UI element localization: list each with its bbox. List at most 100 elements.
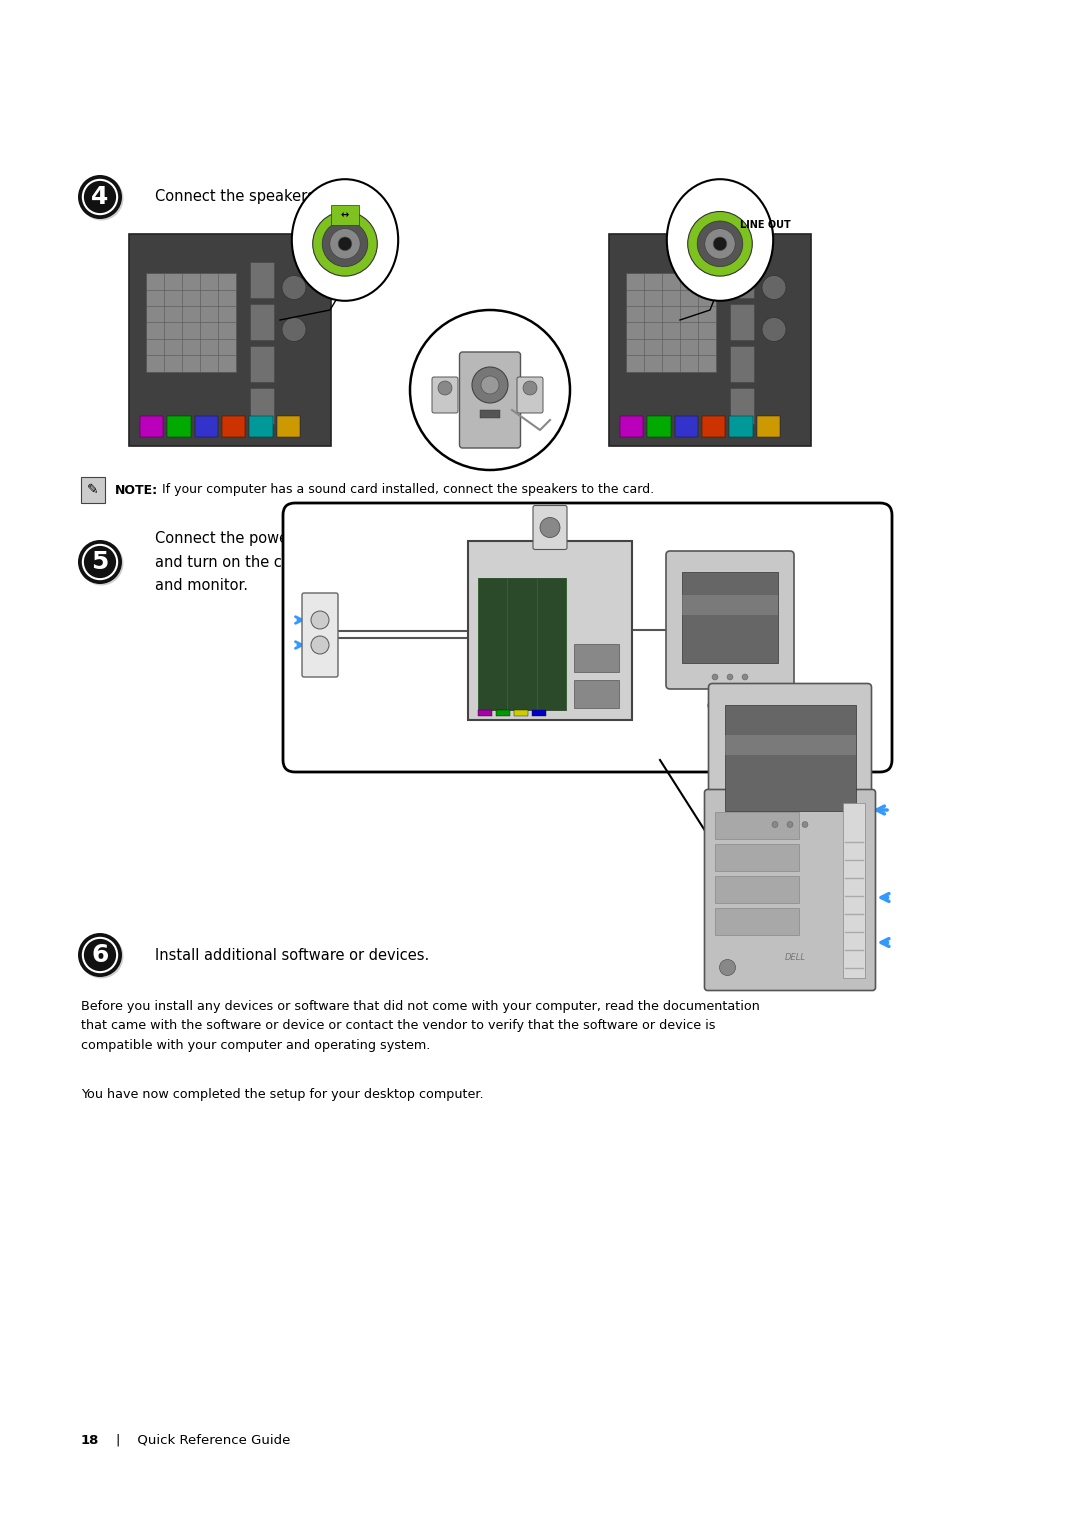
Circle shape [742, 674, 748, 680]
FancyBboxPatch shape [129, 234, 330, 446]
Circle shape [719, 960, 735, 975]
FancyBboxPatch shape [573, 643, 619, 671]
FancyBboxPatch shape [167, 416, 191, 437]
Circle shape [282, 318, 306, 341]
Text: |    Quick Reference Guide: | Quick Reference Guide [99, 1433, 291, 1447]
Circle shape [438, 380, 453, 396]
FancyBboxPatch shape [459, 351, 521, 448]
Text: LINE OUT: LINE OUT [740, 220, 791, 231]
Circle shape [727, 674, 733, 680]
FancyBboxPatch shape [283, 503, 892, 772]
Text: Install additional software or devices.: Install additional software or devices. [156, 947, 429, 963]
FancyBboxPatch shape [249, 263, 274, 298]
FancyBboxPatch shape [704, 790, 876, 990]
Circle shape [523, 380, 537, 396]
Ellipse shape [666, 179, 773, 301]
FancyBboxPatch shape [715, 843, 799, 871]
FancyBboxPatch shape [708, 683, 872, 836]
Circle shape [313, 211, 377, 277]
FancyBboxPatch shape [620, 416, 644, 437]
Circle shape [481, 376, 499, 394]
FancyBboxPatch shape [330, 205, 359, 225]
Circle shape [78, 934, 122, 976]
Circle shape [540, 518, 561, 538]
FancyBboxPatch shape [730, 304, 754, 341]
FancyBboxPatch shape [681, 594, 778, 614]
FancyBboxPatch shape [532, 709, 546, 715]
Circle shape [762, 318, 786, 341]
FancyBboxPatch shape [715, 876, 799, 903]
Circle shape [787, 822, 793, 828]
Circle shape [762, 275, 786, 299]
FancyBboxPatch shape [573, 680, 619, 707]
Circle shape [311, 636, 329, 654]
FancyBboxPatch shape [626, 274, 716, 371]
Circle shape [772, 822, 778, 828]
Circle shape [80, 935, 123, 978]
Text: DELL: DELL [784, 953, 806, 963]
Text: ✎: ✎ [87, 483, 98, 497]
FancyBboxPatch shape [194, 416, 218, 437]
FancyBboxPatch shape [140, 416, 163, 437]
FancyBboxPatch shape [496, 709, 510, 715]
Circle shape [698, 222, 743, 266]
Text: 4: 4 [92, 185, 109, 209]
Text: You have now completed the setup for your desktop computer.: You have now completed the setup for you… [81, 1088, 484, 1102]
FancyBboxPatch shape [842, 802, 864, 978]
FancyBboxPatch shape [517, 377, 543, 413]
Text: 18: 18 [81, 1433, 99, 1447]
FancyBboxPatch shape [276, 416, 300, 437]
FancyBboxPatch shape [715, 908, 799, 935]
Text: Connect the power cables
and turn on the computer
and monitor.: Connect the power cables and turn on the… [156, 532, 346, 593]
Circle shape [705, 229, 735, 260]
Circle shape [802, 822, 808, 828]
Text: Before you install any devices or software that did not come with your computer,: Before you install any devices or softwa… [81, 999, 760, 1051]
Circle shape [712, 674, 718, 680]
FancyBboxPatch shape [249, 416, 272, 437]
FancyBboxPatch shape [715, 811, 799, 839]
Circle shape [80, 541, 123, 585]
FancyBboxPatch shape [730, 263, 754, 298]
FancyBboxPatch shape [675, 416, 698, 437]
FancyBboxPatch shape [478, 578, 566, 709]
FancyBboxPatch shape [514, 709, 528, 715]
Text: ↔: ↔ [341, 211, 349, 220]
FancyBboxPatch shape [249, 347, 274, 382]
Circle shape [78, 176, 122, 219]
FancyBboxPatch shape [729, 416, 753, 437]
Circle shape [322, 222, 368, 266]
Circle shape [713, 237, 727, 251]
Circle shape [282, 275, 306, 299]
Text: If your computer has a sound card installed, connect the speakers to the card.: If your computer has a sound card instal… [158, 483, 654, 497]
Circle shape [311, 611, 329, 630]
FancyBboxPatch shape [730, 347, 754, 382]
FancyBboxPatch shape [146, 274, 237, 371]
FancyBboxPatch shape [221, 416, 245, 437]
Circle shape [472, 367, 508, 403]
FancyBboxPatch shape [609, 234, 811, 446]
Text: 5: 5 [92, 550, 109, 575]
FancyBboxPatch shape [725, 704, 855, 810]
FancyBboxPatch shape [468, 541, 632, 720]
FancyBboxPatch shape [666, 552, 794, 689]
FancyBboxPatch shape [302, 593, 338, 677]
FancyBboxPatch shape [81, 477, 105, 503]
FancyBboxPatch shape [249, 304, 274, 341]
Circle shape [688, 211, 753, 277]
FancyBboxPatch shape [478, 709, 492, 715]
Text: NOTE:: NOTE: [114, 483, 158, 497]
Circle shape [80, 177, 123, 220]
FancyBboxPatch shape [702, 416, 726, 437]
FancyBboxPatch shape [480, 410, 500, 419]
FancyBboxPatch shape [681, 571, 778, 663]
FancyBboxPatch shape [647, 416, 671, 437]
Text: 6: 6 [92, 943, 109, 967]
FancyBboxPatch shape [725, 735, 855, 755]
FancyBboxPatch shape [249, 388, 274, 423]
FancyBboxPatch shape [756, 416, 780, 437]
FancyBboxPatch shape [432, 377, 458, 413]
Text: Connect the speakers.: Connect the speakers. [156, 189, 320, 205]
Circle shape [410, 310, 570, 471]
Circle shape [78, 539, 122, 584]
Circle shape [338, 237, 352, 251]
